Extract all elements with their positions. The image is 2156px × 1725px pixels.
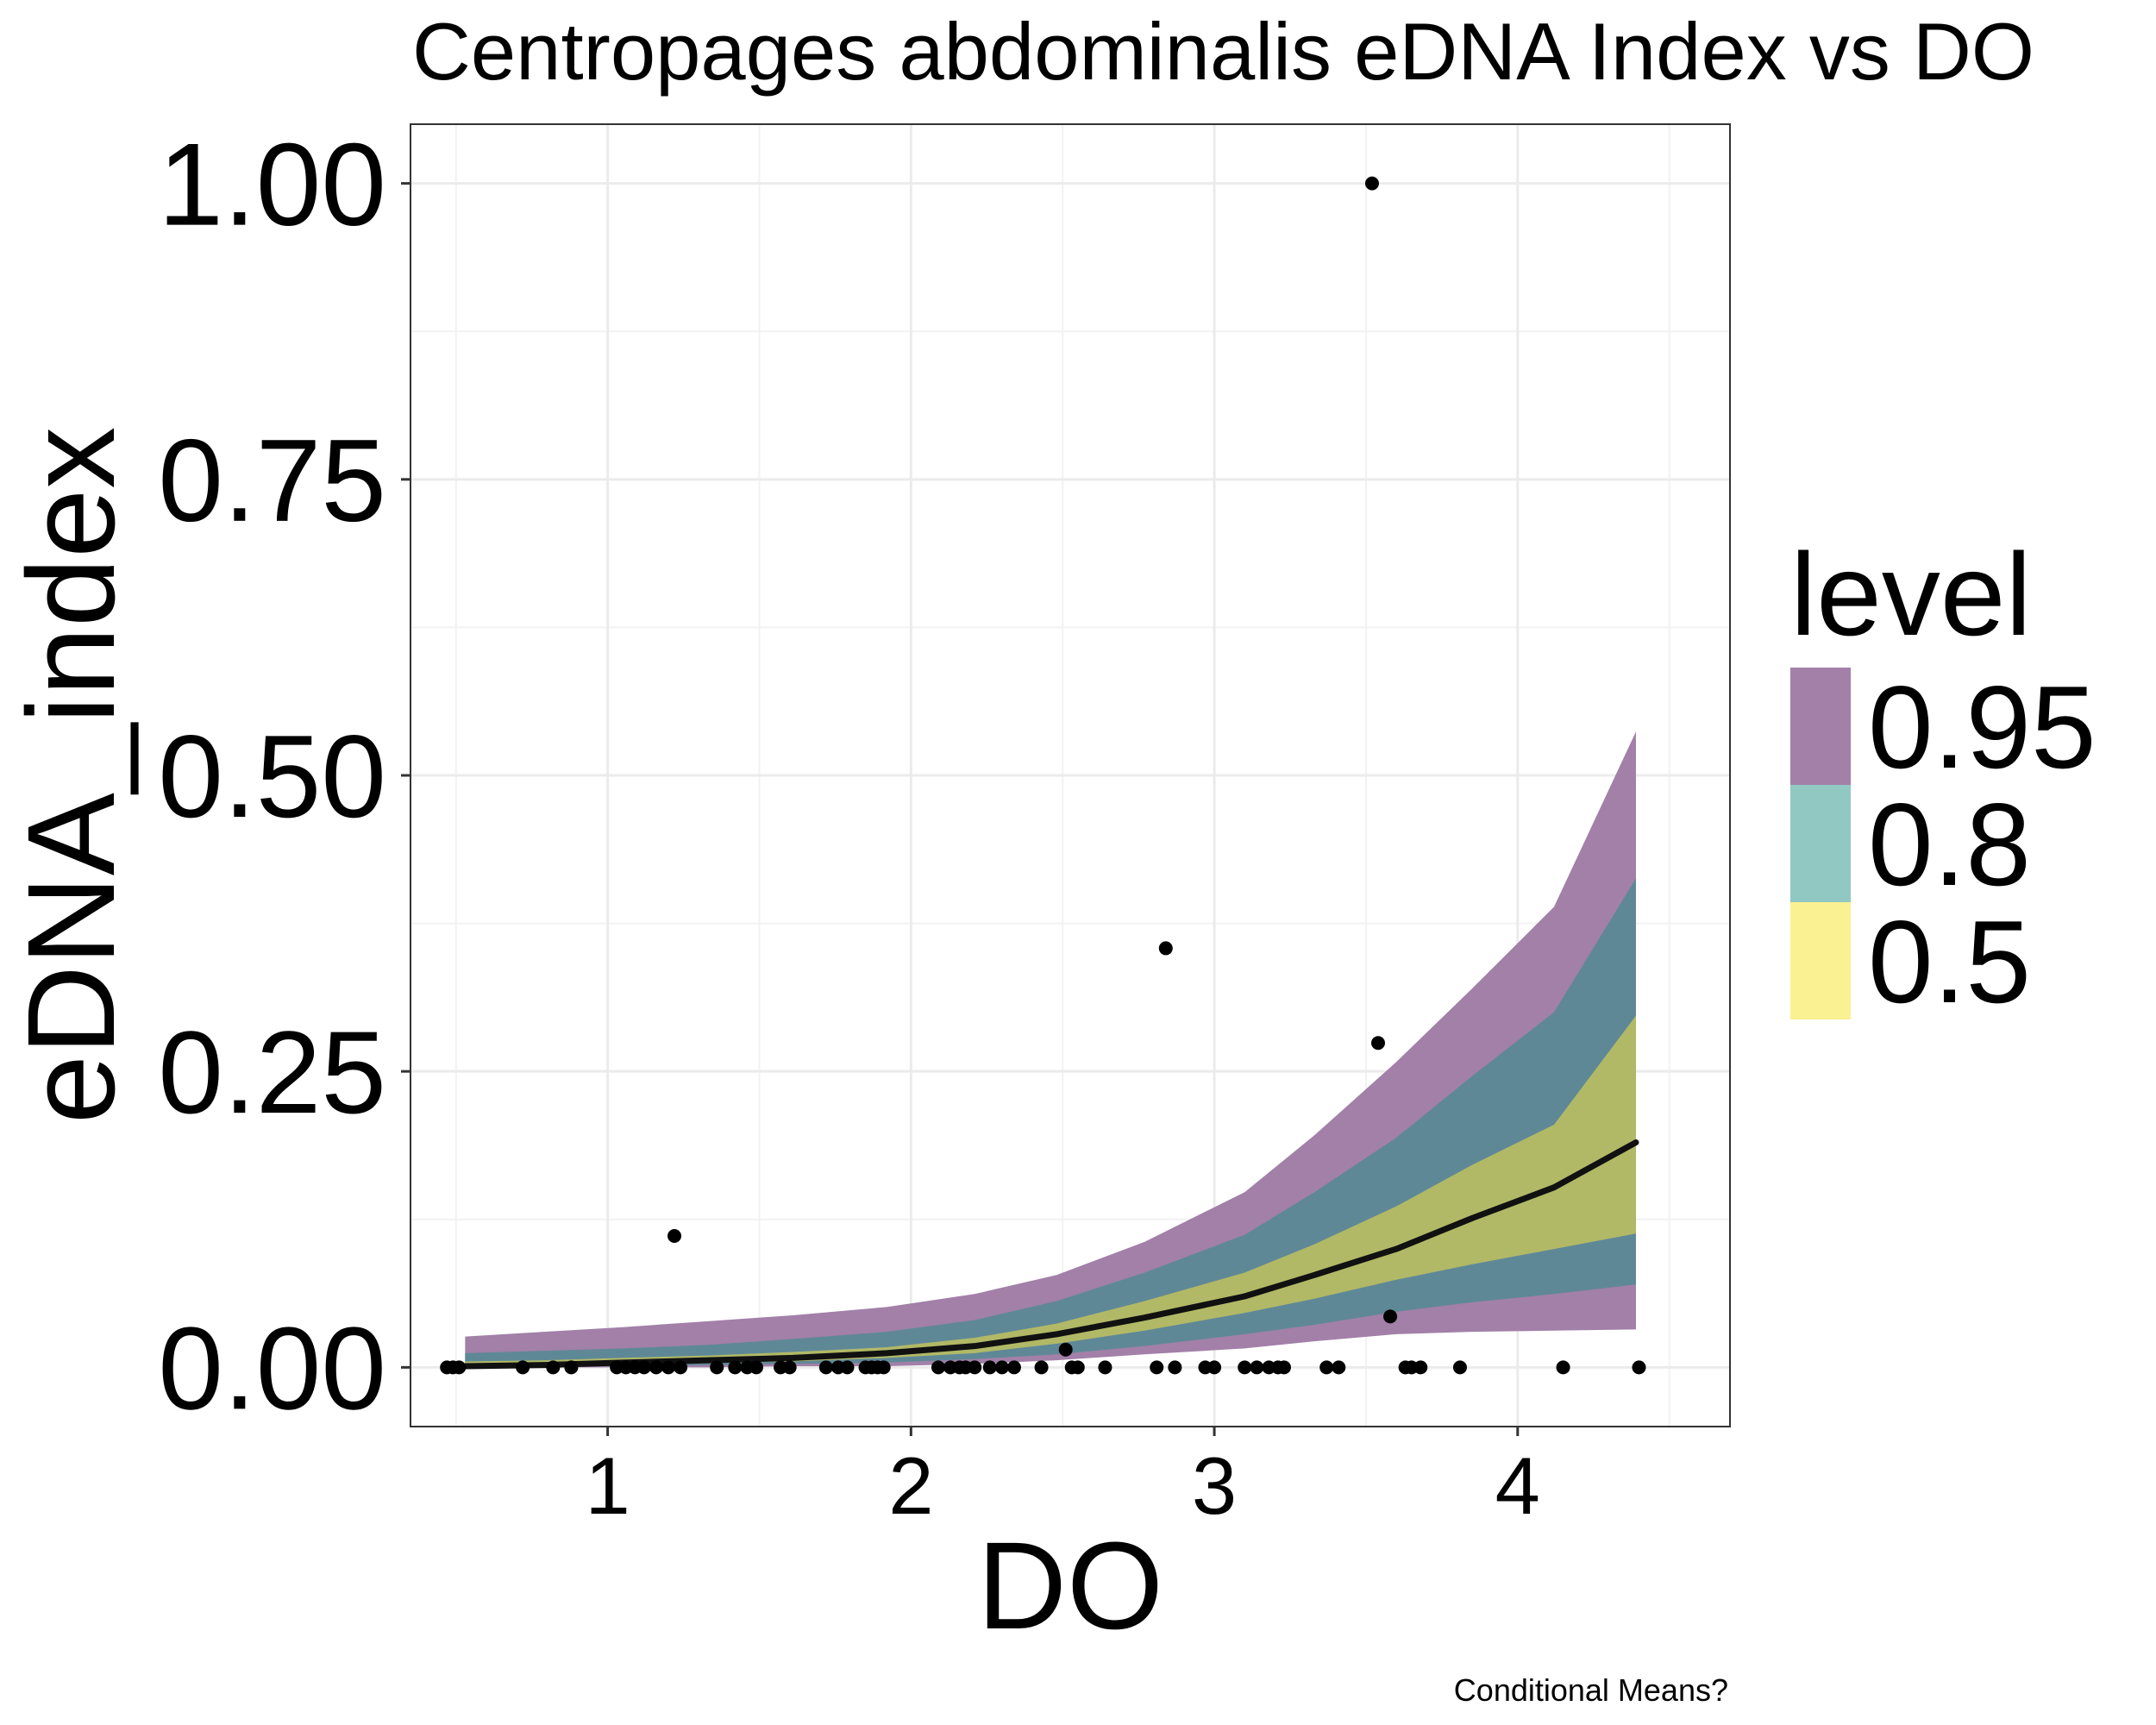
data-point <box>1383 1309 1398 1324</box>
conditional-mean-line-group <box>461 1139 1639 1370</box>
data-point <box>1058 1342 1073 1357</box>
y-tick-label: 0.00 <box>158 1302 386 1433</box>
x-tick-label: 1 <box>585 1440 630 1531</box>
data-point <box>1319 1360 1334 1375</box>
data-point <box>749 1360 763 1375</box>
legend-key-0.5 <box>1790 902 1851 1019</box>
legend-key-0.95 <box>1790 668 1851 785</box>
legend-key-0.8 <box>1790 785 1851 902</box>
y-tick-label: 0.25 <box>158 1007 386 1138</box>
data-point <box>1006 1360 1021 1375</box>
y-axis-title: eDNA_index <box>2 427 141 1124</box>
data-point <box>1158 941 1173 956</box>
data-point <box>1250 1360 1264 1375</box>
data-point <box>782 1360 797 1375</box>
data-point <box>1168 1360 1182 1375</box>
data-point <box>1070 1360 1085 1375</box>
data-point <box>840 1360 855 1375</box>
x-tick-label: 2 <box>888 1440 933 1531</box>
data-point <box>1413 1360 1428 1375</box>
credible-interval-ribbons <box>465 731 1636 1368</box>
chart-title: Centropages abdominalis eDNA Index vs DO <box>412 6 2034 97</box>
data-point <box>1150 1360 1164 1375</box>
data-point <box>728 1360 743 1375</box>
data-point <box>818 1360 833 1375</box>
y-tick-label: 0.50 <box>158 711 386 842</box>
y-tick-label: 0.75 <box>158 415 386 546</box>
data-point <box>1098 1360 1112 1375</box>
data-point <box>1238 1360 1252 1375</box>
data-point <box>636 1360 651 1375</box>
x-tick-label: 4 <box>1495 1440 1540 1531</box>
legend-title: level <box>1790 529 2032 660</box>
data-point <box>1332 1360 1346 1375</box>
observation-points <box>440 176 1646 1375</box>
data-point <box>661 1360 675 1375</box>
data-point <box>1207 1360 1222 1375</box>
data-point <box>1632 1360 1646 1375</box>
data-point <box>876 1360 891 1375</box>
legend: level 0.950.80.5 <box>1790 529 2096 1027</box>
legend-label: 0.8 <box>1868 779 2031 910</box>
data-point <box>1556 1360 1570 1375</box>
data-point <box>931 1360 945 1375</box>
x-axis: 1 2 3 4 <box>585 1427 1540 1531</box>
caption: Conditional Means? <box>1454 1672 1728 1708</box>
ribbon-0.5 <box>465 1015 1636 1366</box>
data-point <box>667 1228 681 1243</box>
data-point <box>968 1360 982 1375</box>
data-point <box>1276 1360 1291 1375</box>
x-axis-title: DO <box>977 1516 1163 1655</box>
data-point <box>452 1360 467 1375</box>
data-point <box>1371 1036 1385 1051</box>
data-point <box>1364 176 1379 191</box>
data-point <box>1034 1360 1049 1375</box>
data-point <box>564 1360 579 1375</box>
legend-label: 0.5 <box>1868 896 2031 1027</box>
data-point <box>1452 1360 1467 1375</box>
data-point <box>516 1360 530 1375</box>
data-point <box>982 1360 997 1375</box>
data-point <box>710 1360 724 1375</box>
conditional-mean-line <box>461 1139 1639 1370</box>
data-point <box>546 1360 561 1375</box>
data-point <box>649 1360 663 1375</box>
legend-label: 0.95 <box>1868 662 2096 793</box>
x-tick-label: 3 <box>1192 1440 1237 1531</box>
data-point <box>674 1360 688 1375</box>
data-point <box>994 1360 1009 1375</box>
y-tick-label: 1.00 <box>158 119 386 250</box>
y-axis: 0.00 0.25 0.50 0.75 1.00 <box>158 119 411 1433</box>
